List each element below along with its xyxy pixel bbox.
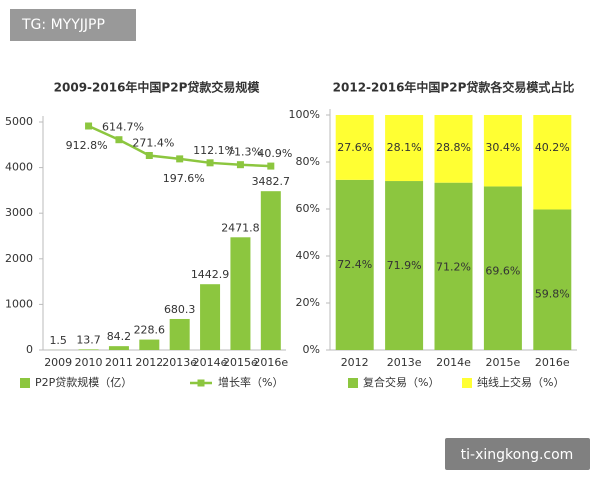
bar <box>78 349 99 350</box>
y-tick-label: 3000 <box>5 206 33 219</box>
bar <box>169 318 190 350</box>
x-tick-label: 2012 <box>341 356 369 369</box>
x-tick-label: 2010 <box>75 356 103 369</box>
y-tick-label: 40% <box>296 249 320 262</box>
data-label: 59.8% <box>535 287 570 300</box>
bar-segment <box>533 115 572 210</box>
data-label: 40.2% <box>535 141 570 154</box>
bar-segment <box>483 186 522 350</box>
legend-label: 复合交易（%） <box>363 375 439 389</box>
bar-segment <box>385 115 424 182</box>
data-label: 30.4% <box>485 141 520 154</box>
bar <box>200 284 221 350</box>
data-label: 71.9% <box>387 259 422 272</box>
x-tick-label: 2015e <box>486 356 521 369</box>
data-label: 28.1% <box>387 141 422 154</box>
line-point <box>176 155 184 163</box>
watermark-box <box>445 438 590 470</box>
y-tick-label: 0% <box>303 343 320 356</box>
legend-label: 增长率（%） <box>218 375 283 389</box>
y-tick-label: 0 <box>26 343 33 356</box>
x-tick-label: 2016e <box>535 356 570 369</box>
line-point <box>145 151 153 159</box>
bar-segment <box>434 115 473 183</box>
bar-segment <box>483 115 522 187</box>
bar <box>230 237 251 350</box>
y-tick-label: 5000 <box>5 115 33 128</box>
line-point <box>115 136 123 144</box>
data-label: 2471.8 <box>221 221 260 234</box>
x-tick-label: 2009 <box>44 356 72 369</box>
data-label: 912.8% <box>66 139 108 152</box>
data-label: 71.3% <box>227 146 262 159</box>
data-label: 28.8% <box>436 141 471 154</box>
x-tick-label: 2011 <box>105 356 133 369</box>
x-tick-label: 2015e <box>223 356 258 369</box>
data-label: 69.6% <box>485 264 520 277</box>
chart-title: 2009-2016年中国P2P贷款交易规模 <box>54 80 261 95</box>
bar-segment <box>385 181 424 350</box>
x-tick-label: 2016e <box>253 356 288 369</box>
line-point <box>206 159 214 167</box>
x-tick-label: 2013e <box>387 356 422 369</box>
bar-segment <box>434 182 473 350</box>
y-tick-label: 60% <box>296 202 320 215</box>
y-tick-label: 4000 <box>5 161 33 174</box>
x-tick-label: 2014e <box>193 356 228 369</box>
bar <box>139 339 160 350</box>
x-tick-label: 2013e <box>162 356 197 369</box>
legend-label: 纯线上交易（%） <box>477 375 564 389</box>
data-label: 271.4% <box>132 136 174 149</box>
legend-label: P2P贷款规模（亿） <box>35 375 132 389</box>
legend-marker <box>197 379 205 387</box>
data-label: 228.6 <box>134 324 166 337</box>
x-tick-label: 2012 <box>135 356 163 369</box>
data-label: 197.6% <box>163 172 205 185</box>
y-tick-label: 80% <box>296 155 320 168</box>
line-point <box>267 162 275 170</box>
bar-segment <box>533 209 572 350</box>
data-label: 1442.9 <box>191 268 230 281</box>
line-point <box>85 122 93 130</box>
y-tick-label: 2000 <box>5 252 33 265</box>
data-label: 72.4% <box>337 258 372 271</box>
bar <box>108 346 129 350</box>
data-label: 680.3 <box>164 303 196 316</box>
chart-title: 2012-2016年中国P2P贷款各交易模式占比 <box>333 80 575 95</box>
legend-swatch <box>462 378 472 388</box>
data-label: 27.6% <box>337 141 372 154</box>
bar <box>260 191 281 350</box>
data-label: 71.2% <box>436 261 471 274</box>
legend-swatch <box>20 378 30 388</box>
data-label: 84.2 <box>107 330 132 343</box>
watermark: TG: MYYJJPP <box>21 17 105 33</box>
data-label: 13.7 <box>76 333 101 346</box>
data-label: 3482.7 <box>252 175 291 188</box>
legend-swatch <box>348 378 358 388</box>
y-tick-label: 20% <box>296 296 320 309</box>
watermark: ti-xingkong.com <box>461 447 574 463</box>
data-label: 1.5 <box>49 334 67 347</box>
x-tick-label: 2014e <box>436 356 471 369</box>
y-tick-label: 1000 <box>5 297 33 310</box>
bar-segment <box>335 179 374 350</box>
data-label: 40.9% <box>257 147 292 160</box>
data-label: 112.1% <box>193 144 235 157</box>
line-point <box>236 161 244 169</box>
bar-segment <box>335 115 374 180</box>
y-tick-label: 100% <box>289 108 320 121</box>
data-label: 614.7% <box>102 121 144 134</box>
watermark-box <box>10 9 136 41</box>
